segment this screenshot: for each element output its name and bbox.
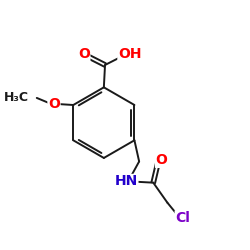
Text: HN: HN bbox=[114, 174, 138, 188]
Text: O: O bbox=[156, 153, 168, 167]
Text: O: O bbox=[48, 97, 60, 111]
Text: OH: OH bbox=[118, 47, 142, 61]
Text: O: O bbox=[78, 47, 90, 61]
Text: Cl: Cl bbox=[175, 211, 190, 225]
Text: H₃C: H₃C bbox=[4, 92, 28, 104]
